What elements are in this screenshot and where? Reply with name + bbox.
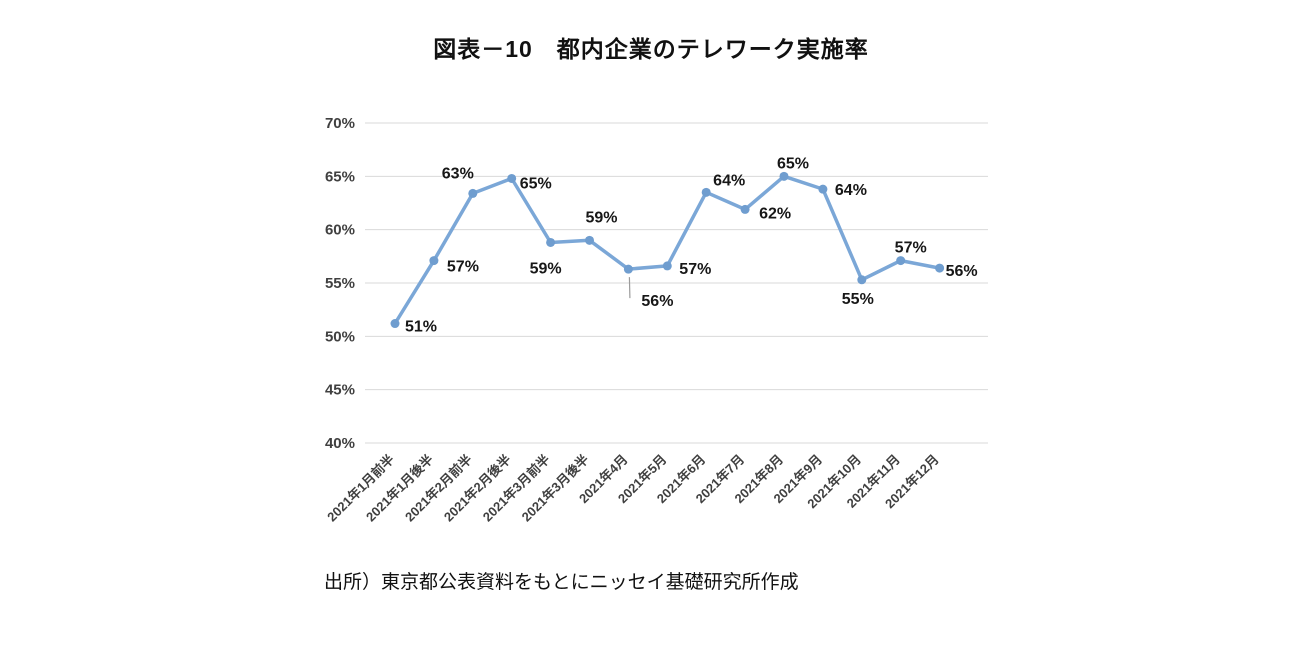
data-point	[740, 204, 750, 214]
data-point	[507, 173, 517, 183]
y-axis-tick-label: 55%	[325, 275, 355, 292]
data-point	[468, 188, 478, 198]
data-point	[429, 256, 439, 266]
y-axis-tick-label: 70%	[325, 115, 355, 132]
x-axis-tick-label: 2021年3月後半	[519, 452, 592, 525]
y-axis-tick-label: 65%	[325, 168, 355, 185]
x-axis-tick-label: 2021年2月前半	[402, 452, 475, 525]
x-axis-tick-label: 2021年3月前半	[480, 452, 553, 525]
data-point	[896, 256, 906, 266]
data-label: 64%	[835, 182, 867, 199]
data-label: 64%	[713, 172, 745, 189]
y-axis-tick-label: 40%	[325, 435, 355, 452]
y-axis-tick-label: 50%	[325, 328, 355, 345]
data-point	[623, 264, 633, 274]
x-axis-tick-label: 2021年2月後半	[441, 452, 514, 525]
source-note: 出所）東京都公表資料をもとにニッセイ基礎研究所作成	[324, 572, 799, 593]
y-axis-tick-label: 45%	[325, 382, 355, 399]
data-label: 65%	[520, 175, 552, 192]
data-point	[779, 171, 789, 181]
data-point	[818, 184, 828, 194]
data-point	[935, 263, 945, 273]
data-label: 57%	[679, 261, 711, 278]
y-axis-tick-label: 60%	[325, 222, 355, 239]
data-label: 59%	[585, 209, 617, 226]
label-leader-line	[628, 277, 631, 299]
data-label: 51%	[405, 319, 437, 336]
data-point	[857, 275, 867, 285]
data-label: 63%	[442, 165, 474, 182]
x-axis-tick-label: 2021年1月後半	[363, 452, 436, 525]
chart-title: 図表－10 都内企業のテレワーク実施率	[433, 36, 869, 62]
data-label: 55%	[842, 291, 874, 308]
data-point	[546, 237, 556, 247]
data-label: 62%	[759, 205, 791, 222]
data-label: 65%	[777, 155, 809, 172]
data-point	[701, 187, 711, 197]
data-label: 56%	[641, 293, 673, 310]
data-point	[390, 319, 400, 329]
data-label: 57%	[895, 240, 927, 257]
data-label: 56%	[946, 263, 978, 280]
data-point	[585, 235, 594, 245]
x-axis-tick-label: 2021年1月前半	[324, 452, 397, 525]
data-label: 57%	[447, 259, 479, 276]
data-label: 59%	[530, 260, 562, 277]
data-point	[662, 261, 672, 271]
